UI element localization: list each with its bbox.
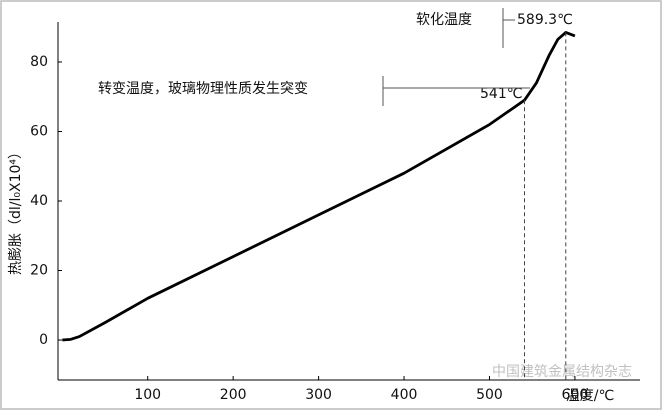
y-tick-label: 60 [30,123,48,139]
watermark: 中国建筑金属结构杂志 [492,364,632,380]
y-tick-label: 0 [39,332,48,348]
x-tick-label: 200 [220,387,247,403]
x-tick-label: 600 [562,387,589,403]
y-axis-label: 热膨胀（dl/l₀X10⁴） [7,145,24,275]
y-tick-label: 40 [30,193,48,209]
annotation: 541℃ [480,86,522,102]
annotation: 软化温度 [416,12,472,28]
annotation: 转变温度，玻璃物理性质发生突变 [98,80,308,97]
x-tick-label: 100 [134,387,161,403]
y-tick-label: 20 [30,263,48,279]
x-tick-label: 400 [391,387,418,403]
annotation: 589.3℃ [517,12,573,28]
x-tick-label: 500 [476,387,503,403]
line-series [62,31,576,342]
x-tick-label: 300 [305,387,332,403]
y-tick-label: 80 [30,54,48,70]
x-axis-label: 温度/℃ [566,388,614,404]
